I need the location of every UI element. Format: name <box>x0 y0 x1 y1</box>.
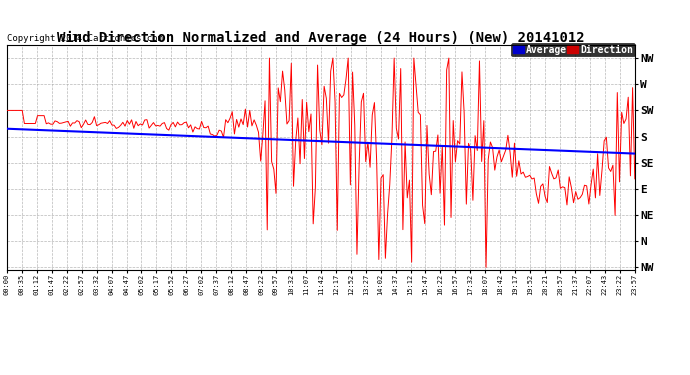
Text: Copyright 2014 Cartronics.com: Copyright 2014 Cartronics.com <box>7 34 163 43</box>
Legend: Average, Direction: Average, Direction <box>511 43 635 56</box>
Title: Wind Direction Normalized and Average (24 Hours) (New) 20141012: Wind Direction Normalized and Average (2… <box>57 31 584 45</box>
